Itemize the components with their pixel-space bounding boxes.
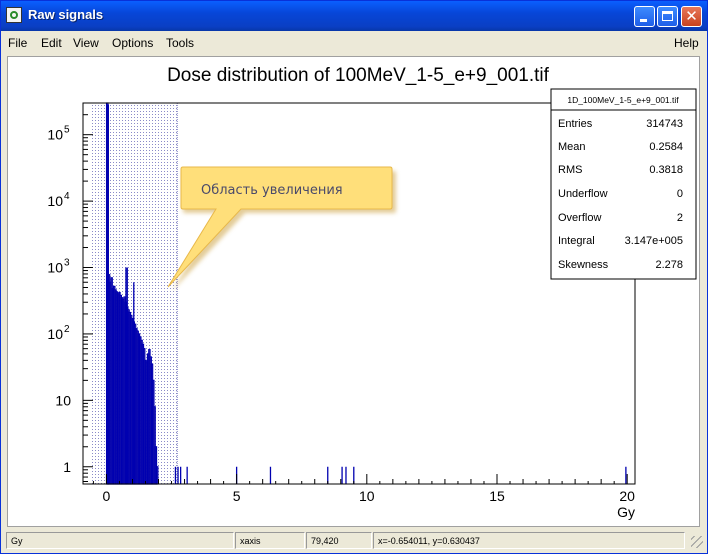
x-axis-label: Gy [617,504,635,520]
callout-text: Область увеличения [201,183,343,198]
stats-box[interactable]: 1D_100MeV_1-5_e+9_001.tif Entries 314743 M… [550,88,697,280]
menu-file[interactable]: File [8,36,28,50]
canvas-area[interactable]: Dose distribution of 100MeV_1-5_e+9_001.… [7,56,700,527]
menu-options[interactable]: Options [112,36,154,50]
zoom-callout[interactable]: Область увеличения [167,166,396,291]
stats-row-label: RMS [558,164,582,176]
y-tick-label: 10 [55,392,71,408]
minimize-button[interactable] [634,6,655,27]
x-tick-label: 10 [359,488,375,504]
x-tick-label: 20 [619,488,635,504]
title-bar[interactable]: Raw signals ✕ [1,1,707,31]
y-tick-exponent: 5 [64,125,70,136]
stats-row-value: 314743 [646,118,683,130]
histogram-plot[interactable]: Dose distribution of 100MeV_1-5_e+9_001.… [8,57,701,528]
stats-row-value: 0.3818 [649,164,683,176]
chart-title: Dose distribution of 100MeV_1-5_e+9_001.… [167,65,550,86]
stats-row-value: 0.2584 [649,141,683,153]
status-field-coords: x=-0.654011, y=0.630437 [373,532,685,549]
root-icon [6,7,22,23]
menu-bar: File Edit View Options Tools Help [1,33,707,53]
status-bar: Gy xaxis 79,420 x=-0.654011, y=0.630437 [1,531,707,553]
stats-row-label: Overflow [558,212,601,224]
close-button[interactable]: ✕ [681,6,702,27]
y-tick-label: 10 [47,326,63,342]
status-field-axis: xaxis [235,532,305,549]
x-tick-label: 5 [233,488,241,504]
stats-title: 1D_100MeV_1-5_e+9_001.tif [567,95,679,105]
menu-view[interactable]: View [73,36,99,50]
y-tick-label: 10 [47,260,63,276]
menu-edit[interactable]: Edit [41,36,62,50]
maximize-icon [662,11,673,21]
y-tick-exponent: 4 [64,191,70,202]
y-tick-exponent: 2 [64,324,70,335]
x-tick-label: 0 [103,488,111,504]
menu-tools[interactable]: Tools [166,36,195,50]
close-icon: ✕ [685,7,698,25]
minimize-icon [640,19,647,22]
y-tick-label: 10 [47,127,63,143]
stats-row-label: Entries [558,118,593,130]
y-tick-label: 1 [63,459,71,475]
menu-help[interactable]: Help [674,36,699,50]
y-tick-label: 10 [47,193,63,209]
stats-row-value: 2 [677,212,683,224]
maximize-button[interactable] [657,6,678,27]
stats-row-label: Underflow [558,188,608,200]
window-title: Raw signals [28,7,104,22]
stats-row-value: 3.147e+005 [625,235,683,247]
y-tick-exponent: 3 [64,258,70,269]
resize-grip-icon[interactable] [691,536,703,548]
stats-row-label: Integral [558,235,595,247]
stats-row-value: 2.278 [655,259,683,271]
stats-row-label: Skewness [558,259,609,271]
status-field-object: Gy [6,532,234,549]
status-field-pixel: 79,420 [306,532,372,549]
stats-row-value: 0 [677,188,683,200]
stats-row-label: Mean [558,141,586,153]
x-tick-label: 15 [489,488,505,504]
